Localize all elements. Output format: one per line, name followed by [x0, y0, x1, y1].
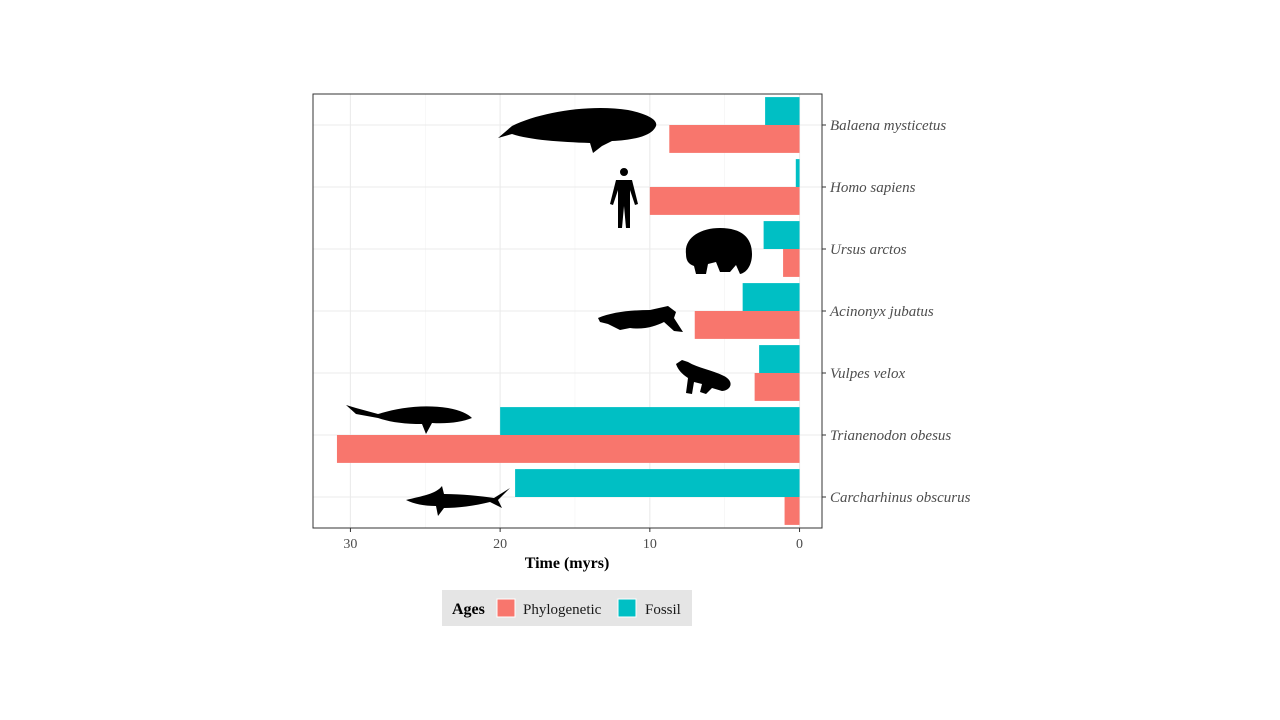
y-tick-label: Carcharhinus obscurus: [830, 490, 971, 506]
bar-phylogenetic-6: [784, 497, 800, 525]
bar-phylogenetic-3: [694, 311, 800, 339]
y-tick-label: Trianenodon obesus: [830, 428, 951, 444]
legend-label-phylogenetic: Phylogenetic: [523, 602, 602, 618]
bar-phylogenetic-0: [669, 125, 800, 153]
shark-icon: [346, 405, 472, 434]
bear-icon: [685, 228, 752, 274]
y-tick-label: Homo sapiens: [829, 180, 916, 196]
x-tick-label: 20: [493, 537, 507, 552]
bar-fossil-5: [500, 407, 800, 435]
cheetah-icon: [598, 306, 683, 332]
bar-phylogenetic-1: [649, 187, 800, 215]
bar-phylogenetic-5: [336, 435, 800, 463]
silhouettes: [346, 107, 752, 516]
y-tick-label: Ursus arctos: [830, 242, 907, 258]
y-tick-label: Vulpes velox: [830, 366, 905, 382]
human-icon: [610, 168, 638, 228]
bar-fossil-0: [765, 97, 800, 125]
bar-phylogenetic-2: [783, 249, 800, 277]
shark-icon: [406, 486, 510, 516]
legend-title: Ages: [452, 601, 485, 618]
bar-fossil-6: [515, 469, 800, 497]
x-tick-label: 10: [643, 537, 657, 552]
legend: Ages Phylogenetic Fossil: [442, 590, 692, 626]
legend-swatch-fossil: [617, 598, 637, 618]
x-tick-label: 0: [796, 537, 803, 552]
bar-fossil-2: [763, 221, 800, 249]
x-tick-label: 30: [343, 537, 357, 552]
legend-background: [442, 590, 692, 626]
bar-fossil-1: [795, 159, 800, 187]
y-axis: Balaena mysticetus Homo sapiens Ursus arct…: [822, 118, 971, 506]
fox-icon: [676, 360, 731, 394]
bars: [336, 97, 800, 525]
bar-fossil-4: [759, 345, 800, 373]
bar-fossil-3: [742, 283, 800, 311]
x-axis-title: Time (myrs): [525, 555, 610, 572]
y-tick-label: Balaena mysticetus: [830, 118, 946, 134]
whale-icon: [498, 107, 657, 153]
y-tick-label: Acinonyx jubatus: [829, 304, 934, 320]
legend-label-fossil: Fossil: [645, 602, 681, 618]
bar-phylogenetic-4: [754, 373, 800, 401]
legend-swatch-phylogenetic: [496, 598, 516, 618]
x-axis: 30 20 10 0: [343, 528, 803, 552]
